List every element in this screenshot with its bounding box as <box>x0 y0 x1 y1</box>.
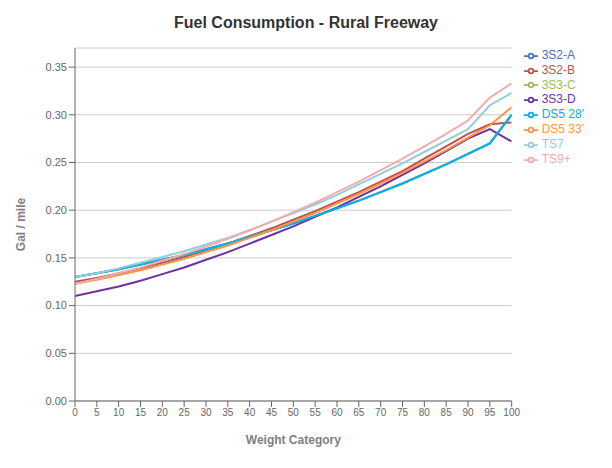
html-text:TS7: TS7 <box>541 137 564 151</box>
svg-text:0.05: 0.05 <box>46 347 67 359</box>
html-text:Fuel Consumption - Rural Freew: Fuel Consumption - Rural Freeway <box>174 14 438 31</box>
svg-text:100: 100 <box>503 407 520 418</box>
html-text:3S2-A: 3S2-A <box>541 48 575 62</box>
svg-text:85: 85 <box>441 407 453 418</box>
html-text:DS5 28': DS5 28' <box>541 107 584 122</box>
svg-text:20: 20 <box>157 407 169 418</box>
html-text:DS5 33': DS5 33' <box>541 122 584 137</box>
svg-text:45: 45 <box>266 407 278 418</box>
svg-text:Weight Category: Weight Category <box>246 433 341 447</box>
svg-text:15: 15 <box>135 407 147 418</box>
html-text:3S3-C: 3S3-C <box>541 77 576 92</box>
svg-text:0.35: 0.35 <box>46 61 67 73</box>
svg-text:40: 40 <box>244 407 256 418</box>
svg-text:90: 90 <box>462 407 474 418</box>
svg-text:0.00: 0.00 <box>46 395 67 407</box>
html-text:TS9+: TS9+ <box>541 151 571 166</box>
svg-text:60: 60 <box>331 407 343 418</box>
svg-text:75: 75 <box>397 407 409 418</box>
svg-text:0.15: 0.15 <box>46 252 67 264</box>
svg-text:70: 70 <box>375 407 387 418</box>
svg-text:0.10: 0.10 <box>46 299 67 311</box>
svg-text:10: 10 <box>113 407 125 418</box>
svg-text:5: 5 <box>94 407 100 418</box>
svg-text:50: 50 <box>288 407 300 418</box>
svg-text:35: 35 <box>222 407 234 418</box>
svg-text:0.20: 0.20 <box>46 204 67 216</box>
svg-text:55: 55 <box>310 407 322 418</box>
svg-text:Gal / mile: Gal / mile <box>14 197 28 251</box>
html-text:3S2-B: 3S2-B <box>541 62 575 77</box>
svg-text:30: 30 <box>200 407 212 418</box>
svg-text:95: 95 <box>484 407 496 418</box>
svg-text:0.25: 0.25 <box>46 156 67 168</box>
svg-text:0.30: 0.30 <box>46 109 67 121</box>
svg-text:25: 25 <box>179 407 191 418</box>
html-text:3S3-D: 3S3-D <box>541 92 576 107</box>
svg-text:80: 80 <box>419 407 431 418</box>
svg-text:65: 65 <box>353 407 365 418</box>
svg-text:0: 0 <box>72 407 78 418</box>
